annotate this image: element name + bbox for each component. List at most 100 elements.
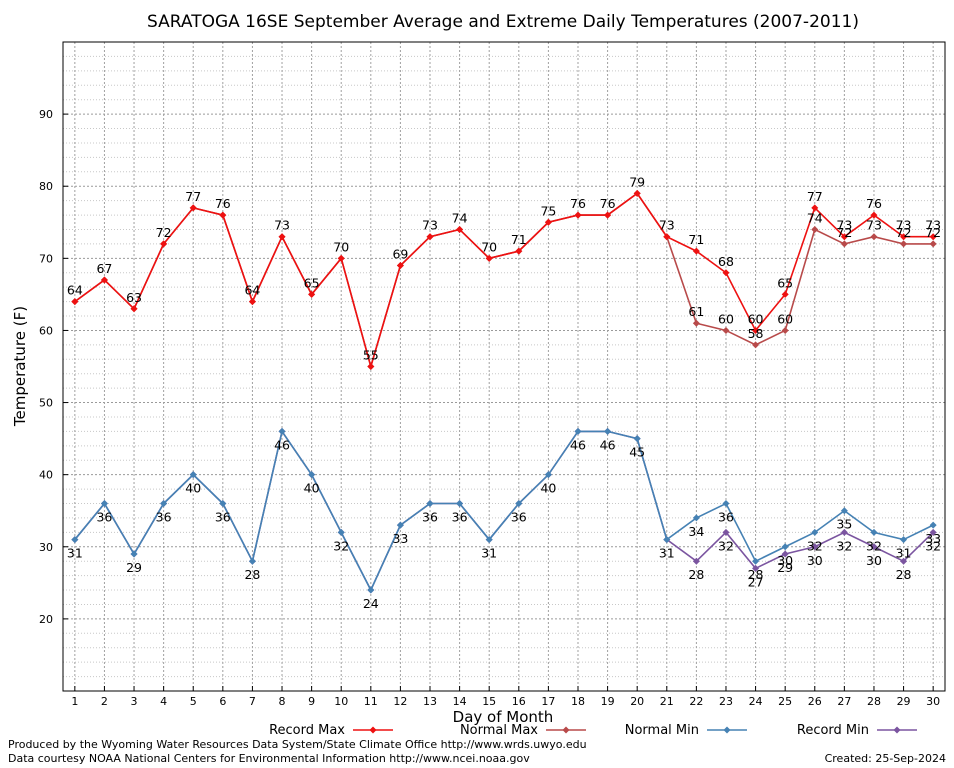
data-label: 76 xyxy=(866,196,882,211)
data-label: 72 xyxy=(836,225,852,240)
data-point xyxy=(160,240,168,248)
data-label: 68 xyxy=(718,254,734,269)
legend-swatch-marker xyxy=(562,726,570,734)
data-label: 32 xyxy=(925,538,941,553)
y-tick-label: 40 xyxy=(39,469,53,482)
data-point xyxy=(663,233,671,241)
data-point xyxy=(811,204,819,212)
data-point xyxy=(426,500,434,508)
legend-label: Normal Min xyxy=(625,723,699,738)
data-label: 31 xyxy=(659,546,675,561)
x-tick-label: 11 xyxy=(364,695,378,708)
x-tick-label: 8 xyxy=(279,695,286,708)
grid xyxy=(63,42,945,691)
x-tick-label: 30 xyxy=(926,695,940,708)
x-tick-label: 7 xyxy=(249,695,256,708)
data-label: 67 xyxy=(96,261,112,276)
data-label: 60 xyxy=(718,311,734,326)
data-label: 36 xyxy=(215,510,231,525)
data-point xyxy=(337,528,345,536)
data-point xyxy=(929,233,937,241)
data-point xyxy=(692,247,700,255)
data-label: 35 xyxy=(836,517,852,532)
legend-item: Record Min xyxy=(797,723,917,738)
series-line xyxy=(74,429,934,592)
data-point xyxy=(900,557,908,565)
data-point xyxy=(574,427,582,435)
data-label: 30 xyxy=(807,553,823,568)
data-point xyxy=(485,254,493,262)
data-label: 33 xyxy=(925,531,941,546)
legend: Record Max Normal Max Normal Min Record Min xyxy=(269,723,917,738)
data-label: 32 xyxy=(718,538,734,553)
data-label: 73 xyxy=(659,218,675,233)
data-label: 79 xyxy=(629,174,645,189)
data-point xyxy=(929,521,937,529)
x-tick-label: 24 xyxy=(749,695,763,708)
data-label: 29 xyxy=(126,560,142,575)
series-line xyxy=(74,192,934,370)
x-tick-label: 26 xyxy=(808,695,822,708)
x-tick-label: 21 xyxy=(660,695,674,708)
data-point xyxy=(189,471,197,479)
data-label: 30 xyxy=(866,553,882,568)
data-point xyxy=(544,471,552,479)
data-point xyxy=(870,543,878,551)
y-tick-label: 60 xyxy=(39,324,53,337)
data-point xyxy=(189,204,197,212)
data-label: 64 xyxy=(67,283,83,298)
legend-item: Normal Min xyxy=(625,723,747,738)
data-label: 32 xyxy=(866,538,882,553)
data-point xyxy=(811,225,819,233)
x-tick-label: 6 xyxy=(219,695,226,708)
data-label: 55 xyxy=(363,348,379,363)
data-point xyxy=(278,427,286,435)
data-label: 36 xyxy=(511,510,527,525)
x-tick-label: 10 xyxy=(334,695,348,708)
data-point xyxy=(870,211,878,219)
x-tick-label: 19 xyxy=(601,695,615,708)
data-courtesy-note: Data courtesy NOAA National Centers for … xyxy=(8,752,530,765)
y-tick-label: 70 xyxy=(39,252,53,265)
data-point xyxy=(396,262,404,270)
data-point xyxy=(722,269,730,277)
data-point xyxy=(811,543,819,551)
data-point xyxy=(633,435,641,443)
data-label: 72 xyxy=(896,225,912,240)
data-label: 32 xyxy=(836,538,852,553)
data-point xyxy=(160,500,168,508)
data-label: 65 xyxy=(777,275,793,290)
data-label: 40 xyxy=(540,481,556,496)
data-point xyxy=(71,298,79,306)
data-point xyxy=(781,326,789,334)
y-tick-label: 50 xyxy=(39,397,53,410)
data-label: 46 xyxy=(600,437,616,452)
data-label: 36 xyxy=(96,510,112,525)
data-label: 34 xyxy=(688,524,704,539)
data-point xyxy=(456,500,464,508)
data-label: 61 xyxy=(688,304,704,319)
data-point xyxy=(248,557,256,565)
data-point xyxy=(752,341,760,349)
data-point xyxy=(278,233,286,241)
data-point xyxy=(544,218,552,226)
data-label: 73 xyxy=(836,218,852,233)
data-label: 72 xyxy=(925,225,941,240)
data-point xyxy=(604,427,612,435)
x-tick-label: 16 xyxy=(512,695,526,708)
x-tick-label: 9 xyxy=(308,695,315,708)
data-point xyxy=(367,586,375,594)
data-point xyxy=(248,298,256,306)
data-point xyxy=(308,290,316,298)
data-point xyxy=(426,233,434,241)
y-tick-label: 80 xyxy=(39,180,53,193)
x-tick-label: 15 xyxy=(482,695,496,708)
data-label: 40 xyxy=(304,481,320,496)
data-label: 28 xyxy=(748,567,764,582)
data-point xyxy=(929,240,937,248)
data-point xyxy=(752,326,760,334)
data-label: 32 xyxy=(333,538,349,553)
data-label: 73 xyxy=(896,218,912,233)
created-date: Created: 25-Sep-2024 xyxy=(824,752,946,765)
data-label: 31 xyxy=(67,546,83,561)
